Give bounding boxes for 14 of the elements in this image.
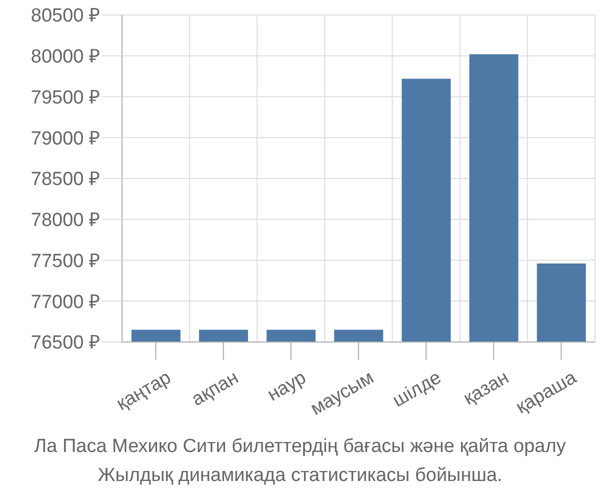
y-tick-label: 78500 ₽: [30, 169, 100, 190]
y-tick-label: 80000 ₽: [30, 46, 100, 68]
x-tick-label: ақпан: [188, 367, 242, 411]
y-tick-label: 78000 ₽: [30, 210, 100, 232]
y-tick-label: 79000 ₽: [30, 128, 100, 150]
y-tick-label: 77500 ₽: [30, 250, 100, 272]
y-tick-label: 77000 ₽: [30, 292, 100, 313]
x-tick-label: қазан: [460, 367, 513, 410]
y-tick-label: 79500 ₽: [30, 87, 100, 108]
text: Жылдық динамикада статистикасы бойынша.: [96, 464, 504, 488]
text: Ла Паса Мехико Сити билеттердің бағасы және қайта оралу: [33, 435, 567, 459]
y-tick-label: 76500 ₽: [30, 332, 100, 354]
y-tick-label: 80500 ₽: [30, 6, 100, 27]
x-tick-label: наур: [264, 367, 310, 406]
